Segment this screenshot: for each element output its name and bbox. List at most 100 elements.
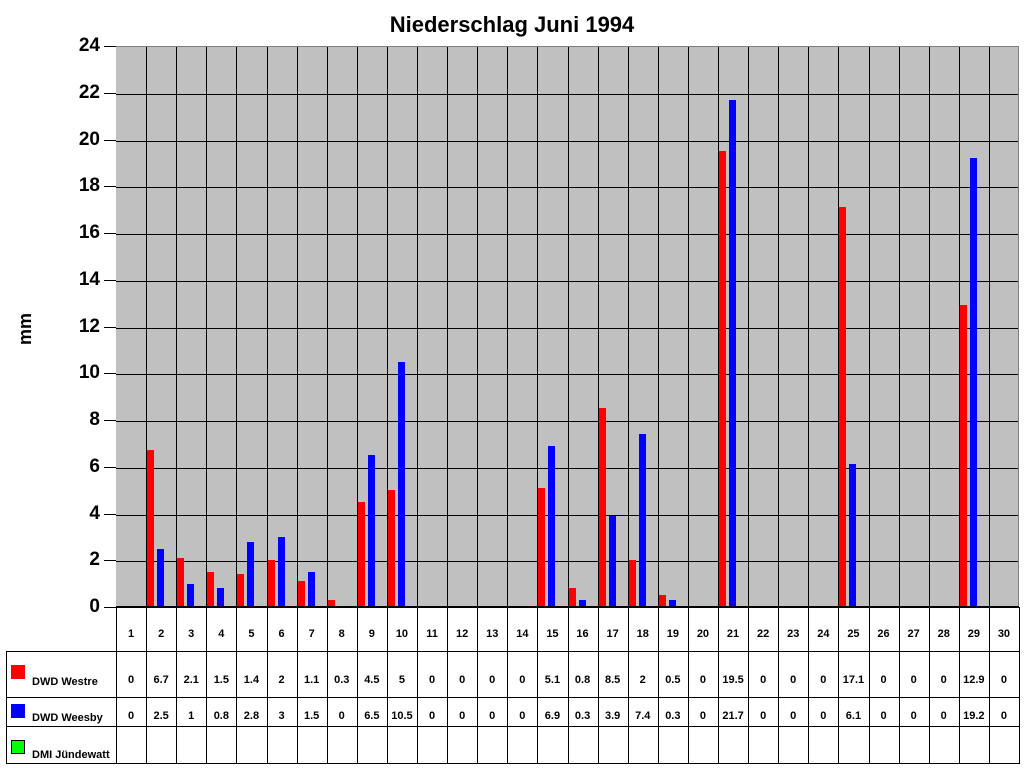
y-tick-mark <box>104 373 116 375</box>
y-tick-label: 0 <box>89 596 100 617</box>
table-cell: 6.5 <box>364 710 380 722</box>
legend-swatch <box>11 704 25 718</box>
gridline-vertical <box>567 47 569 607</box>
y-tick-mark <box>104 466 116 468</box>
bar-dwd-westre <box>538 487 546 607</box>
table-cell: 1.5 <box>303 710 320 722</box>
table-header-day: 18 <box>636 628 649 640</box>
gridline-vertical <box>386 47 388 607</box>
y-tick-mark <box>104 513 116 515</box>
y-tick-label: 24 <box>78 35 100 56</box>
table-cell: 2.8 <box>243 710 260 722</box>
table-cell: 0 <box>519 710 526 722</box>
bar-dwd-westre <box>628 560 636 607</box>
y-tick-mark <box>104 139 116 141</box>
bar-dwd-weesby <box>367 455 375 607</box>
bar-dwd-weesby <box>969 158 977 607</box>
table-cell: 0.3 <box>665 710 681 722</box>
table-cell: 1 <box>188 710 195 722</box>
y-tick-label: 6 <box>89 455 100 477</box>
y-tick-label: 12 <box>78 315 100 337</box>
table-cell: 0 <box>940 674 947 686</box>
table-cell: 2.1 <box>183 674 199 686</box>
table-header-day: 14 <box>516 628 529 640</box>
gridline-horizontal <box>116 374 1018 376</box>
table-divider <box>236 607 238 764</box>
table-divider <box>868 607 870 764</box>
table-header-day: 29 <box>967 628 980 640</box>
table-cell: 0.3 <box>574 710 591 722</box>
bar-dwd-westre <box>177 557 185 607</box>
gridline-vertical <box>958 47 960 607</box>
table-divider <box>988 607 990 764</box>
y-tick-mark <box>104 92 116 94</box>
table-cell: 21.7 <box>722 710 744 722</box>
table-header-day: 1 <box>127 628 135 640</box>
table-divider <box>898 607 900 764</box>
legend-label: DWD Weesby <box>32 712 103 724</box>
legend-label: DWD Westre <box>32 676 98 688</box>
table-cell: 19.2 <box>963 710 985 722</box>
y-tick-label: 16 <box>78 222 100 243</box>
table-cell: 3 <box>278 710 285 722</box>
y-tick-mark <box>104 607 116 608</box>
bar-dwd-weesby <box>157 548 165 607</box>
table-cell: 0 <box>880 674 887 686</box>
gridline-horizontal <box>116 140 1018 142</box>
table-cell: 4.5 <box>364 674 380 686</box>
table-cell: 0 <box>127 674 135 686</box>
table-divider <box>687 607 689 764</box>
bar-dwd-westre <box>839 207 847 607</box>
table-divider <box>597 607 599 764</box>
y-tick-mark <box>104 560 116 562</box>
table-cell: 7.4 <box>635 710 651 722</box>
bar-dwd-westre <box>387 490 395 607</box>
table-header-day: 12 <box>456 628 469 640</box>
bar-dwd-weesby <box>187 583 195 607</box>
table-cell: 2.5 <box>153 710 169 722</box>
gridline-vertical <box>356 47 358 607</box>
table-header-day: 19 <box>666 628 679 640</box>
table-cell: 0.8 <box>213 710 229 722</box>
gridline-horizontal <box>116 327 1018 329</box>
table-cell: 0 <box>940 710 947 722</box>
table-divider <box>6 697 1019 698</box>
table-cell: 12.9 <box>963 674 985 686</box>
table-cell: 0 <box>760 710 767 722</box>
bar-dwd-westre <box>147 450 155 607</box>
bar-dwd-westre <box>207 571 215 607</box>
table-divider <box>296 607 298 764</box>
table-cell: 0 <box>127 710 135 722</box>
gridline-vertical <box>236 47 238 607</box>
legend-label: DMI Jündewatt <box>32 749 110 761</box>
gridline-vertical <box>417 47 418 607</box>
table-divider <box>537 607 539 764</box>
table-cell: 17.1 <box>842 674 865 686</box>
table-cell: 2 <box>639 674 646 686</box>
gridline-vertical <box>748 47 750 607</box>
table-header-day: 7 <box>308 628 315 640</box>
gridline-vertical <box>898 47 900 607</box>
table-divider <box>146 607 148 764</box>
table-cell: 0.8 <box>574 674 591 686</box>
table-header-day: 24 <box>817 628 830 640</box>
table-header-day: 11 <box>426 628 438 640</box>
table-cell: 5 <box>398 674 405 686</box>
y-axis-label: mm <box>15 312 35 345</box>
table-divider <box>838 607 840 764</box>
y-tick-mark <box>104 326 116 328</box>
y-tick-label: 4 <box>89 502 100 524</box>
table-cell: 1.1 <box>303 674 320 686</box>
y-tick-label: 8 <box>89 409 100 430</box>
gridline-vertical <box>597 47 599 607</box>
bar-dwd-westre <box>719 151 726 607</box>
table-header-day: 30 <box>997 628 1011 640</box>
legend-swatch <box>11 740 25 754</box>
y-tick-label: 22 <box>78 81 100 103</box>
table-cell: 0 <box>790 674 797 686</box>
y-tick-label: 20 <box>78 128 100 150</box>
table-divider <box>6 763 1019 764</box>
table-cell: 0 <box>820 674 827 686</box>
table-header-day: 16 <box>576 628 589 640</box>
gridline-vertical <box>687 47 689 607</box>
